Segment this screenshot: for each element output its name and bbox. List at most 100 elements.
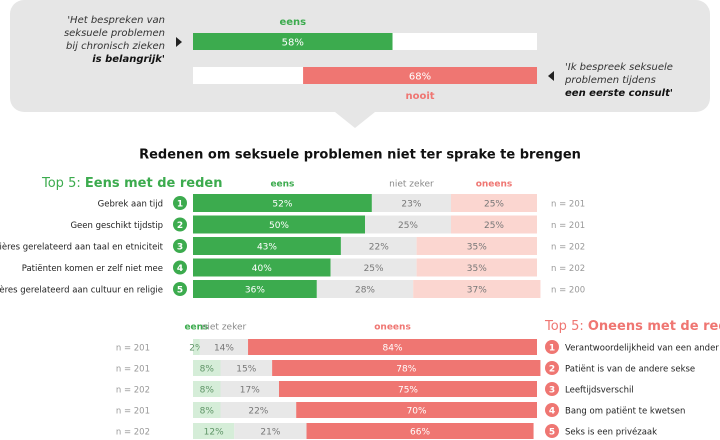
bar-segment xyxy=(416,258,537,277)
bar-segment xyxy=(193,381,221,397)
category-label: Leeftijdsverschil xyxy=(565,386,634,396)
bar-segment xyxy=(193,339,200,355)
rank-number: 2 xyxy=(177,221,183,231)
value-label: 66% xyxy=(410,428,430,438)
bar-segment xyxy=(416,237,537,255)
n-label: n = 201 xyxy=(551,200,585,210)
value-label: 8% xyxy=(200,386,215,396)
arrow-right xyxy=(176,37,182,47)
quote-right: 'Ik bespreek seksuele problemen tijdens … xyxy=(565,61,690,100)
rank-number: 5 xyxy=(177,286,183,296)
legend-label: niet zeker xyxy=(202,323,247,333)
value-label: 37% xyxy=(467,286,487,296)
legend-label: eens xyxy=(270,180,294,190)
bar-segment xyxy=(316,280,414,298)
n-label: n = 202 xyxy=(116,428,150,438)
heading-prefix: Top 5: xyxy=(544,319,584,334)
value-label: 8% xyxy=(200,365,215,375)
heading-text: Oneens met de reden xyxy=(588,319,720,334)
heading-text: Eens met de reden xyxy=(85,176,223,191)
legend-label: niet zeker xyxy=(389,180,434,190)
quote-text: 'Ik bespreek seksuele problemen tijdens xyxy=(565,62,673,86)
bar-segment xyxy=(193,194,372,212)
category-label: Patiënt is van de andere sekse xyxy=(565,365,695,375)
category-label: Gebrek aan tijd xyxy=(98,200,163,210)
bar-name: eens xyxy=(279,17,306,28)
rank-badge xyxy=(545,340,559,354)
value-label: 84% xyxy=(383,344,403,354)
value-label: 78% xyxy=(396,365,416,375)
category-label: Geen geschikt tijdstip xyxy=(70,221,163,231)
chart-title: Redenen om seksuele problemen niet ter s… xyxy=(139,148,581,163)
n-label: n = 202 xyxy=(116,386,150,396)
bar-segment xyxy=(199,339,249,355)
rank-number: 4 xyxy=(177,264,183,274)
category-label: Bang om patiënt te kwetsen xyxy=(565,407,685,417)
rank-badge xyxy=(173,239,187,253)
value-label: 14% xyxy=(214,344,234,354)
rank-badge xyxy=(173,260,187,275)
n-label: n = 201 xyxy=(116,344,150,354)
value-label: 25% xyxy=(398,221,418,231)
bar-segment xyxy=(296,402,537,418)
bar-segment xyxy=(371,194,451,212)
bar-segment xyxy=(330,258,417,277)
rank-badge xyxy=(173,282,187,296)
value-label: 35% xyxy=(467,264,487,274)
bar-segment xyxy=(365,215,451,234)
rank-badge xyxy=(545,424,559,438)
rank-number: 2 xyxy=(549,365,555,375)
category-label: Verantwoordelijkheid van een ander xyxy=(565,344,719,354)
value-label: 8% xyxy=(200,407,215,417)
quote-text: 'Het bespreken van seksuele problemen bi… xyxy=(63,15,165,52)
rank-number: 4 xyxy=(549,407,555,417)
bar-segment xyxy=(193,280,317,298)
category-label: Barrières gerelateerd aan taal en etnici… xyxy=(0,242,164,253)
rank-badge xyxy=(545,403,559,417)
value-label: 25% xyxy=(484,200,504,210)
rank-number: 3 xyxy=(177,243,183,253)
value-label: 22% xyxy=(248,407,268,417)
bar-segment xyxy=(220,381,279,397)
value-label: 22% xyxy=(369,243,389,253)
bar-segment xyxy=(193,402,221,418)
bar-segment xyxy=(272,360,541,376)
bar-segment xyxy=(193,360,221,376)
bar-segment xyxy=(234,423,307,439)
rank-number: 1 xyxy=(177,200,183,210)
category-label: Seks is een privézaak xyxy=(565,427,657,438)
rank-number: 1 xyxy=(549,344,555,354)
rank-badge xyxy=(545,361,559,375)
legend-label: oneens xyxy=(476,180,513,190)
category-label: Patiënten komen er zelf niet mee xyxy=(22,264,163,274)
value-label: 68% xyxy=(409,72,431,83)
n-label: n = 200 xyxy=(551,286,585,296)
bar-segment xyxy=(279,381,537,397)
rank-number: 5 xyxy=(549,428,555,438)
value-label: 15% xyxy=(236,365,256,375)
n-label: n = 201 xyxy=(551,221,585,231)
value-label: 28% xyxy=(355,286,375,296)
bar-segment xyxy=(193,215,365,234)
value-label: 25% xyxy=(364,264,384,274)
value-label: 52% xyxy=(272,200,292,210)
section-heading: Top 5: Eens met de reden xyxy=(41,176,222,191)
bar-name: nooit xyxy=(406,91,435,102)
legend-label: oneens xyxy=(374,323,411,333)
bar-segment xyxy=(220,360,273,376)
n-label: n = 202 xyxy=(551,264,585,274)
bar-segment xyxy=(220,402,297,418)
quote-emphasis: een eerste consult' xyxy=(565,88,673,99)
rank-number: 3 xyxy=(549,386,555,396)
value-label: 50% xyxy=(269,221,289,231)
n-label: n = 202 xyxy=(551,243,585,253)
quote-left: 'Het bespreken van seksuele problemen bi… xyxy=(50,14,165,66)
arrow-left xyxy=(548,71,554,81)
bar-segment xyxy=(451,215,537,234)
value-label: 2% xyxy=(189,344,204,354)
bar-segment xyxy=(306,423,534,439)
heading-prefix: Top 5: xyxy=(41,176,81,191)
value-label: 36% xyxy=(245,286,265,296)
bar xyxy=(193,33,393,50)
